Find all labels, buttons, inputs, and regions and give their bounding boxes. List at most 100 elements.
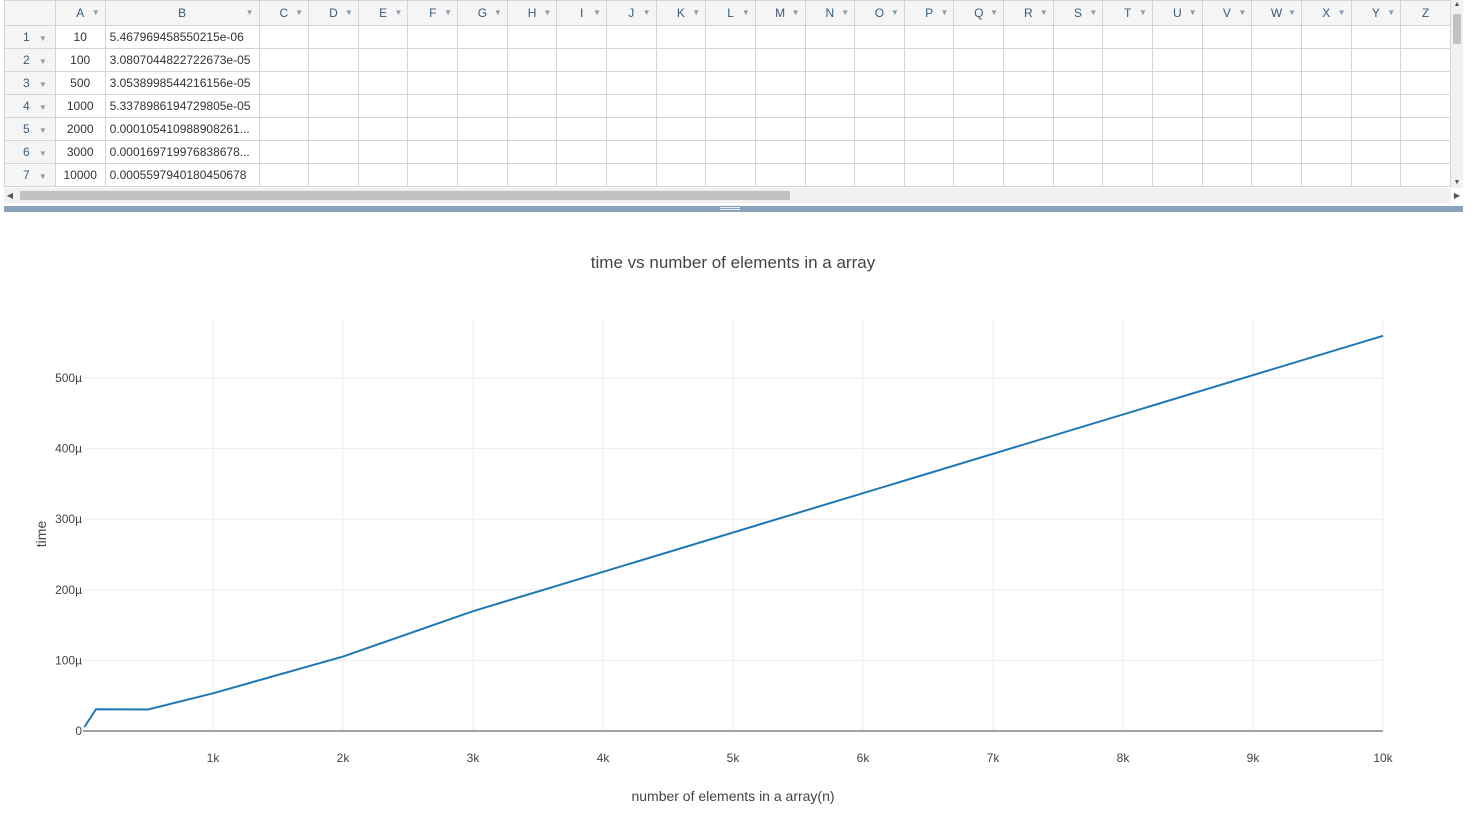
- empty-cell[interactable]: [1400, 25, 1451, 49]
- empty-cell[interactable]: [1151, 117, 1203, 141]
- row-header[interactable]: 3 ▼: [4, 71, 56, 95]
- empty-cell[interactable]: [754, 117, 806, 141]
- cell-b[interactable]: 0.0005597940180450678: [104, 163, 260, 187]
- scroll-up-icon[interactable]: ▲: [1453, 1, 1461, 8]
- empty-cell[interactable]: [407, 163, 459, 187]
- empty-cell[interactable]: [605, 117, 657, 141]
- empty-cell[interactable]: [705, 163, 756, 187]
- column-dropdown-icon[interactable]: ▼: [841, 8, 850, 17]
- empty-cell[interactable]: [754, 25, 806, 49]
- empty-cell[interactable]: [357, 71, 409, 95]
- empty-cell[interactable]: [1003, 48, 1054, 72]
- column-dropdown-icon[interactable]: ▼: [593, 8, 601, 17]
- empty-cell[interactable]: [1300, 117, 1352, 141]
- cell-b[interactable]: 0.000105410988908261...: [104, 117, 260, 141]
- empty-cell[interactable]: [953, 71, 1005, 95]
- empty-cell[interactable]: [1350, 140, 1402, 164]
- column-header-p[interactable]: P ▼: [903, 0, 955, 26]
- empty-cell[interactable]: [1102, 117, 1153, 141]
- empty-cell[interactable]: [605, 163, 657, 187]
- empty-cell[interactable]: [308, 25, 359, 49]
- empty-cell[interactable]: [655, 25, 707, 49]
- empty-cell[interactable]: [1102, 163, 1153, 187]
- empty-cell[interactable]: [407, 140, 459, 164]
- empty-cell[interactable]: [1350, 117, 1402, 141]
- empty-cell[interactable]: [1251, 117, 1302, 141]
- empty-cell[interactable]: [1251, 163, 1302, 187]
- empty-cell[interactable]: [1251, 71, 1302, 95]
- empty-cell[interactable]: [457, 71, 508, 95]
- empty-cell[interactable]: [1251, 94, 1302, 118]
- empty-cell[interactable]: [1003, 163, 1054, 187]
- empty-cell[interactable]: [407, 25, 459, 49]
- empty-cell[interactable]: [308, 163, 359, 187]
- empty-cell[interactable]: [903, 140, 955, 164]
- column-header-r[interactable]: R ▼: [1003, 0, 1054, 26]
- row-header[interactable]: 4 ▼: [4, 94, 56, 118]
- empty-cell[interactable]: [754, 48, 806, 72]
- cell-a[interactable]: 1000: [54, 94, 106, 118]
- cell-a[interactable]: 2000: [54, 117, 106, 141]
- vertical-scroll-thumb[interactable]: [1453, 14, 1461, 44]
- empty-cell[interactable]: [1201, 117, 1253, 141]
- row-header[interactable]: 5 ▼: [4, 117, 56, 141]
- empty-cell[interactable]: [407, 94, 459, 118]
- empty-cell[interactable]: [953, 163, 1005, 187]
- cell-a[interactable]: 3000: [54, 140, 106, 164]
- empty-cell[interactable]: [407, 48, 459, 72]
- empty-cell[interactable]: [804, 140, 856, 164]
- column-header-k[interactable]: K ▼: [655, 0, 707, 26]
- row-dropdown-icon[interactable]: ▼: [38, 172, 47, 181]
- cell-b[interactable]: 5.3378986194729805e-05: [104, 94, 260, 118]
- empty-cell[interactable]: [506, 94, 558, 118]
- empty-cell[interactable]: [457, 140, 508, 164]
- row-dropdown-icon[interactable]: ▼: [38, 80, 47, 89]
- empty-cell[interactable]: [1102, 25, 1153, 49]
- empty-cell[interactable]: [1003, 140, 1054, 164]
- column-header-z[interactable]: Z: [1400, 0, 1451, 26]
- column-dropdown-icon[interactable]: ▼: [543, 8, 552, 17]
- empty-cell[interactable]: [1251, 48, 1302, 72]
- column-dropdown-icon[interactable]: ▼: [1188, 8, 1197, 17]
- empty-cell[interactable]: [705, 140, 756, 164]
- column-dropdown-icon[interactable]: ▼: [1337, 8, 1346, 17]
- cell-b[interactable]: 3.0538998544216156e-05: [104, 71, 260, 95]
- empty-cell[interactable]: [903, 25, 955, 49]
- empty-cell[interactable]: [1151, 94, 1203, 118]
- empty-cell[interactable]: [1400, 140, 1451, 164]
- empty-cell[interactable]: [705, 48, 756, 72]
- empty-cell[interactable]: [605, 48, 657, 72]
- column-dropdown-icon[interactable]: ▼: [940, 8, 949, 17]
- row-header[interactable]: 7 ▼: [4, 163, 56, 187]
- empty-cell[interactable]: [804, 48, 856, 72]
- empty-cell[interactable]: [953, 117, 1005, 141]
- empty-cell[interactable]: [1350, 163, 1402, 187]
- empty-cell[interactable]: [1151, 48, 1203, 72]
- column-dropdown-icon[interactable]: ▼: [1287, 8, 1296, 17]
- empty-cell[interactable]: [556, 25, 607, 49]
- cell-b[interactable]: 0.000169719976838678...: [104, 140, 260, 164]
- column-header-g[interactable]: G ▼: [457, 0, 508, 26]
- column-dropdown-icon[interactable]: ▼: [1139, 8, 1147, 17]
- empty-cell[interactable]: [1102, 140, 1153, 164]
- empty-cell[interactable]: [854, 25, 905, 49]
- empty-cell[interactable]: [1300, 94, 1352, 118]
- column-dropdown-icon[interactable]: ▼: [791, 8, 800, 17]
- empty-cell[interactable]: [308, 140, 359, 164]
- column-dropdown-icon[interactable]: ▼: [890, 8, 899, 17]
- empty-cell[interactable]: [556, 140, 607, 164]
- empty-cell[interactable]: [655, 140, 707, 164]
- column-dropdown-icon[interactable]: ▼: [344, 8, 353, 17]
- empty-cell[interactable]: [1052, 163, 1104, 187]
- empty-cell[interactable]: [754, 71, 806, 95]
- empty-cell[interactable]: [903, 117, 955, 141]
- empty-cell[interactable]: [804, 25, 856, 49]
- scroll-right-icon[interactable]: ▶: [1453, 191, 1461, 200]
- empty-cell[interactable]: [1300, 140, 1352, 164]
- column-header-u[interactable]: U ▼: [1151, 0, 1203, 26]
- column-header-s[interactable]: S ▼: [1052, 0, 1104, 26]
- empty-cell[interactable]: [1350, 71, 1402, 95]
- empty-cell[interactable]: [1201, 48, 1253, 72]
- cell-b[interactable]: 3.0807044822722673e-05: [104, 48, 260, 72]
- empty-cell[interactable]: [754, 140, 806, 164]
